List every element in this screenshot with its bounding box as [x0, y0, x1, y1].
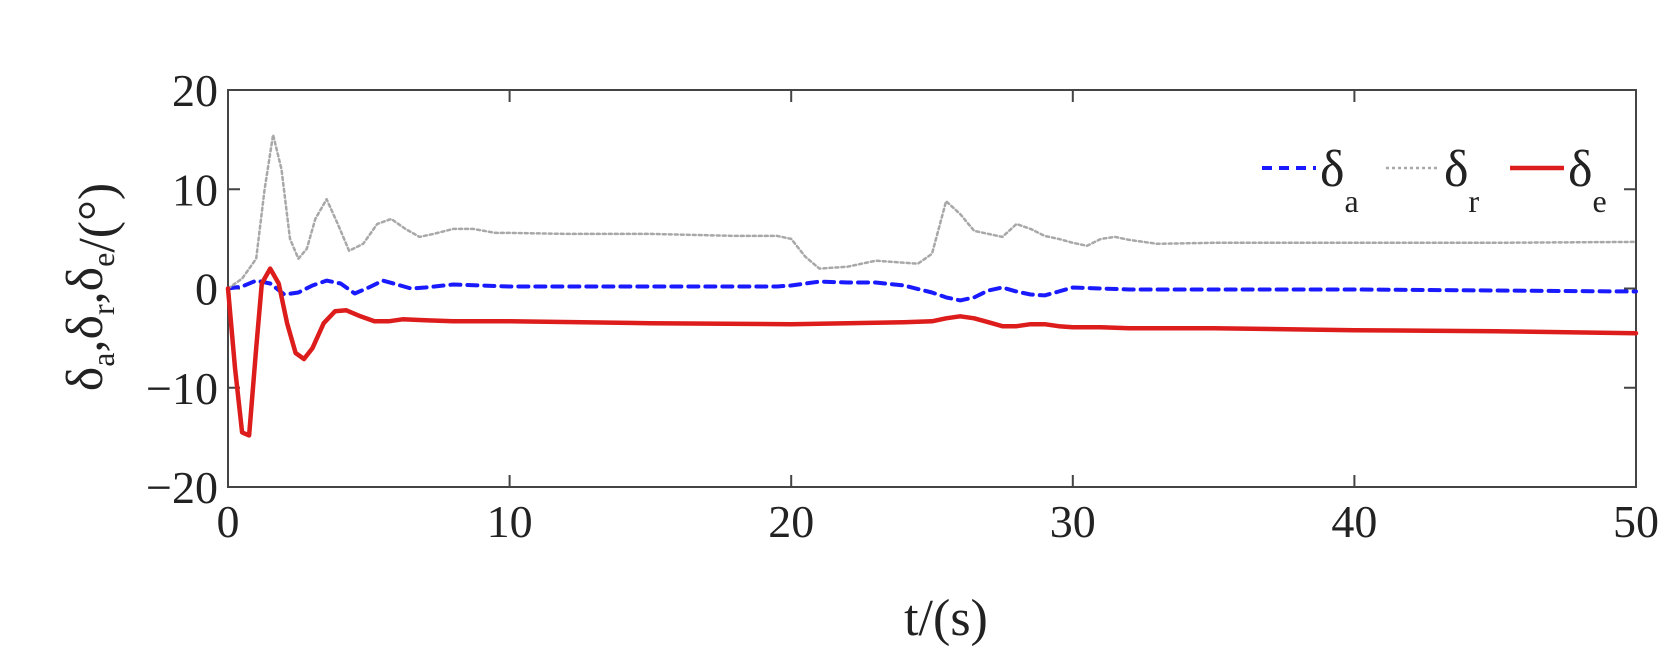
axes — [227, 89, 1637, 488]
y-tick-label: 0 — [195, 264, 218, 315]
series-line-r — [226, 133, 1638, 290]
x-axis-label: t/(s) — [904, 590, 988, 647]
y-tick-label: 20 — [172, 65, 218, 116]
series-line-e — [225, 266, 1639, 438]
x-tick-label: 20 — [768, 496, 814, 547]
tick-labels: 0 10 20 30 40 50 20 10 0 −10 −20 — [146, 65, 1659, 547]
x-tick-label: 0 — [217, 496, 240, 547]
legend-label-a: δa — [1320, 141, 1359, 219]
y-tick-label: −10 — [146, 363, 218, 414]
legend-label-r: δr — [1444, 141, 1480, 219]
y-tick-label: −20 — [146, 462, 218, 513]
x-tick-label: 40 — [1331, 496, 1377, 547]
plot-frame — [227, 89, 1637, 488]
series-group — [225, 133, 1639, 438]
x-tick-label: 50 — [1613, 496, 1659, 547]
x-tick-label: 10 — [487, 496, 533, 547]
legend-label-e: δe — [1568, 141, 1607, 219]
y-tick-label: 10 — [172, 164, 218, 215]
series-line-a — [226, 278, 1638, 303]
x-tick-label: 30 — [1050, 496, 1096, 547]
y-axis-label: δa,δr,δe/(°) — [57, 183, 126, 391]
legend: δa δr δe — [1262, 141, 1607, 219]
